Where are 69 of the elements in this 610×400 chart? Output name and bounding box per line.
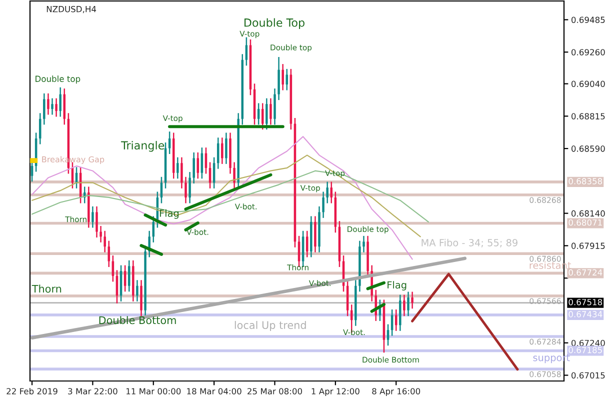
x-tick-label: 11 Mar 00:00 — [126, 388, 181, 394]
annotation: Double Bottom — [99, 316, 176, 324]
y-tick-label: 0.68815 — [571, 113, 605, 120]
annotation: Flag — [388, 281, 406, 290]
candlestick — [51, 98, 54, 116]
annotation: Double top — [36, 76, 80, 84]
candlestick — [124, 264, 126, 292]
ref-line-label: 0.68071 — [568, 219, 602, 226]
candlestick — [43, 92, 46, 126]
candlestick — [112, 254, 114, 282]
candlestick — [47, 92, 50, 116]
text: NZDUSD,H4 — [46, 6, 96, 14]
x-tick-label: 22 Feb 2019 — [6, 388, 58, 394]
candlestick — [386, 324, 390, 346]
candlestick — [96, 206, 98, 238]
y-tick-label: 0.67015 — [571, 372, 605, 379]
y-tick-label: 0.68590 — [571, 146, 605, 152]
candlestick — [362, 235, 365, 253]
line-series — [31, 154, 421, 238]
x-tick-label: 8 Apr 16:00 — [372, 388, 420, 396]
candlestick — [245, 36, 248, 66]
candlestick — [160, 176, 163, 204]
candlestick — [92, 206, 94, 228]
annotation: Double Top — [244, 18, 304, 29]
x-tick-label: 25 Mar 08:00 — [248, 388, 302, 394]
candlestick — [176, 156, 179, 180]
candlestick — [225, 132, 228, 165]
x-tick-label: 3 Mar 22:00 — [68, 388, 118, 394]
candlestick — [322, 191, 324, 219]
candlestick — [100, 225, 102, 244]
candlestick — [221, 136, 224, 165]
line-series — [31, 136, 413, 260]
candlestick — [233, 162, 236, 190]
y-tick-label: 0.67240 — [571, 340, 605, 346]
y-tick-label: 0.68140 — [571, 210, 605, 217]
candlestick — [180, 156, 183, 190]
candlestick — [196, 152, 200, 180]
candlestick — [184, 176, 187, 204]
candlestick — [326, 181, 328, 204]
candlestick — [261, 102, 264, 130]
ref-line-label: 0.67518 — [568, 298, 602, 306]
ref-line-label: 0.68358 — [568, 178, 602, 184]
candlestick — [282, 63, 284, 91]
candlestick — [286, 68, 288, 91]
candlestick — [55, 98, 58, 118]
annotation: MA Fibo - 34; 55; 89 — [422, 238, 518, 248]
candlestick — [136, 279, 138, 302]
candlestick — [59, 86, 62, 118]
annotation: Thorn — [32, 284, 62, 293]
candlestick — [192, 152, 195, 184]
line-series — [31, 170, 430, 222]
y-tick-label: 0.69485 — [571, 16, 605, 23]
y-tick-label: 0.69260 — [571, 49, 605, 56]
candlestick — [270, 98, 272, 126]
x-tick-label: 18 Mar 04:00 — [187, 388, 242, 394]
candlestick — [403, 294, 406, 317]
ref-line-label: 0.67724 — [568, 269, 602, 276]
candlestick — [411, 291, 414, 310]
y-tick-label: 0.67915 — [571, 242, 605, 249]
candlestick — [104, 230, 106, 253]
candlestick — [407, 291, 410, 317]
x-tick-label: 1 Apr 12:00 — [312, 388, 360, 396]
candlestick — [188, 171, 191, 204]
annotation: local Up trend — [234, 320, 306, 332]
candlestick — [266, 98, 268, 130]
annotation: Triangle — [121, 140, 164, 152]
candlestick — [306, 230, 308, 258]
y-tick-label: 0.69040 — [571, 80, 605, 88]
candlestick — [390, 308, 394, 336]
